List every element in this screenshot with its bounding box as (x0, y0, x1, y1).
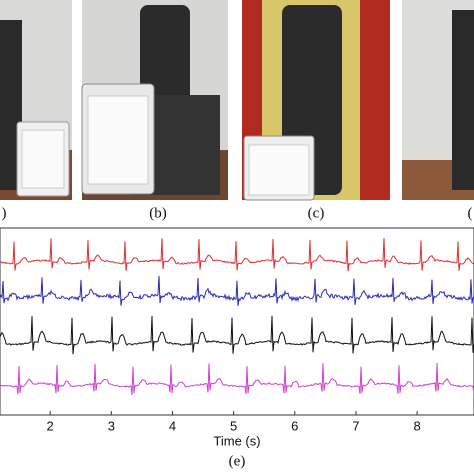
panel-label: (b) (149, 205, 167, 221)
plot: 2 3 4 5 6 7 8 (0, 237, 474, 433)
photos (0, 0, 474, 201)
tablet-screen (248, 144, 310, 196)
x-tick-label: 4 (169, 418, 176, 433)
ecg-trace (0, 362, 474, 395)
plot-frame (0, 227, 474, 416)
x-axis-label: Time (s) (213, 433, 260, 448)
x-tick-label: 2 (47, 418, 54, 433)
x-tick-label: 5 (230, 418, 237, 433)
x-tick-label: 8 (414, 418, 421, 433)
panel-label: ( (468, 205, 473, 221)
ecg-trace (0, 315, 474, 355)
panel-label: ) (2, 205, 7, 221)
caption: (e) (229, 453, 246, 469)
panel-label: (c) (308, 205, 325, 221)
tablet-screen (21, 129, 65, 189)
ecg-trace (0, 275, 474, 306)
x-tick-label: 3 (108, 418, 115, 433)
tablet-screen (87, 95, 149, 185)
ecg-trace (0, 237, 474, 272)
person (452, 10, 474, 190)
x-tick-label: 6 (291, 418, 298, 433)
x-tick-label: 7 (352, 418, 359, 433)
